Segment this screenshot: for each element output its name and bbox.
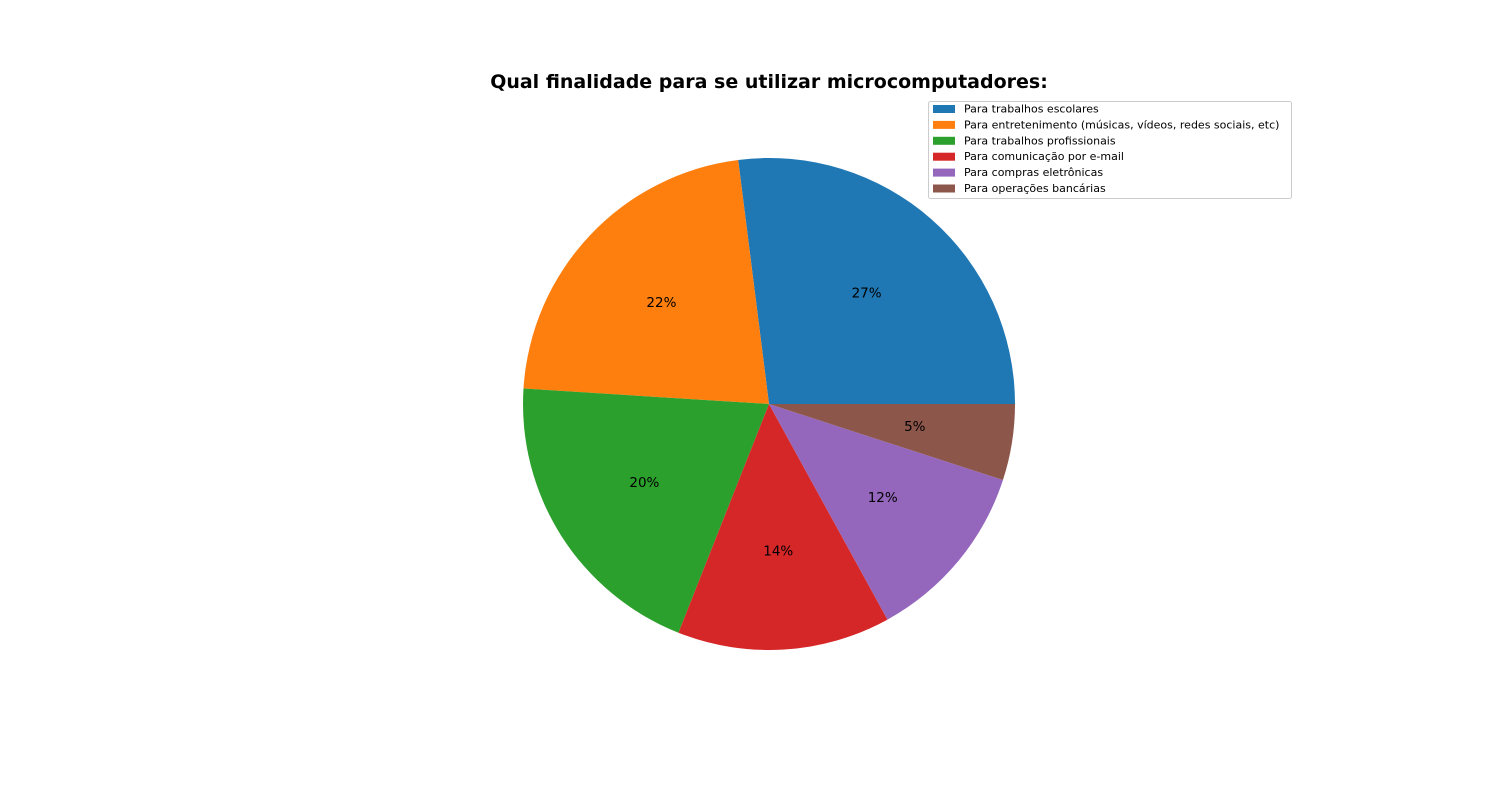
legend-label-para-compras-eletronicas: Para compras eletrônicas — [964, 166, 1103, 179]
legend-swatch-para-trabalhos-profissionais — [933, 136, 955, 145]
legend: Para trabalhos escolares Para entretenim… — [928, 101, 1292, 199]
legend-swatch-para-operacoes-bancarias — [933, 184, 955, 193]
legend-label-para-trabalhos-profissionais: Para trabalhos profissionais — [964, 134, 1116, 147]
pct-label-para-trabalhos-escolares: 27% — [852, 285, 882, 301]
chart-title: Qual finalidade para se utilizar microco… — [490, 71, 1048, 93]
pie-slice-para-operacoes-bancarias — [769, 404, 1015, 481]
legend-swatch-para-trabalhos-escolares — [933, 105, 955, 113]
legend-label-para-trabalhos-escolares: Para trabalhos escolares — [964, 103, 1099, 116]
pct-label-para-trabalhos-profissionais: 20% — [629, 475, 659, 491]
legend-swatch-para-entretenimento-musicas-videos-redes-sociais-etc — [933, 120, 955, 129]
pie-slice-para-trabalhos-escolares — [738, 158, 1015, 404]
legend-swatch-para-comunicacao-por-e-mail — [933, 152, 955, 161]
legend-entries: Para trabalhos escolares Para entretenim… — [933, 103, 1279, 195]
pie-slice-para-entretenimento-musicas-videos-redes-sociais-etc — [523, 159, 769, 404]
legend-swatch-para-compras-eletronicas — [933, 168, 955, 177]
legend-label-para-operacoes-bancarias: Para operações bancárias — [964, 182, 1106, 195]
pct-label-para-comunicacao-por-e-mail: 14% — [763, 543, 793, 559]
pie-slices — [523, 158, 1015, 651]
legend-label-para-comunicacao-por-e-mail: Para comunicação por e-mail — [964, 150, 1124, 163]
pct-label-para-entretenimento-musicas-videos-redes-sociais-etc: 22% — [646, 295, 676, 311]
pie-percentage-labels: 27% 22% 20% 14% 12% 5% — [629, 285, 925, 559]
pie-slice-para-trabalhos-profissionais — [523, 388, 769, 633]
pie-slice-para-compras-eletronicas — [769, 404, 1003, 620]
pct-label-para-compras-eletronicas: 12% — [868, 490, 898, 506]
pct-label-para-operacoes-bancarias: 5% — [904, 419, 926, 435]
legend-frame — [928, 101, 1292, 199]
pie-slice-para-comunicacao-por-e-mail — [678, 404, 888, 651]
legend-label-para-entretenimento-musicas-videos-redes-sociais-etc: Para entretenimento (músicas, vídeos, re… — [964, 118, 1279, 131]
